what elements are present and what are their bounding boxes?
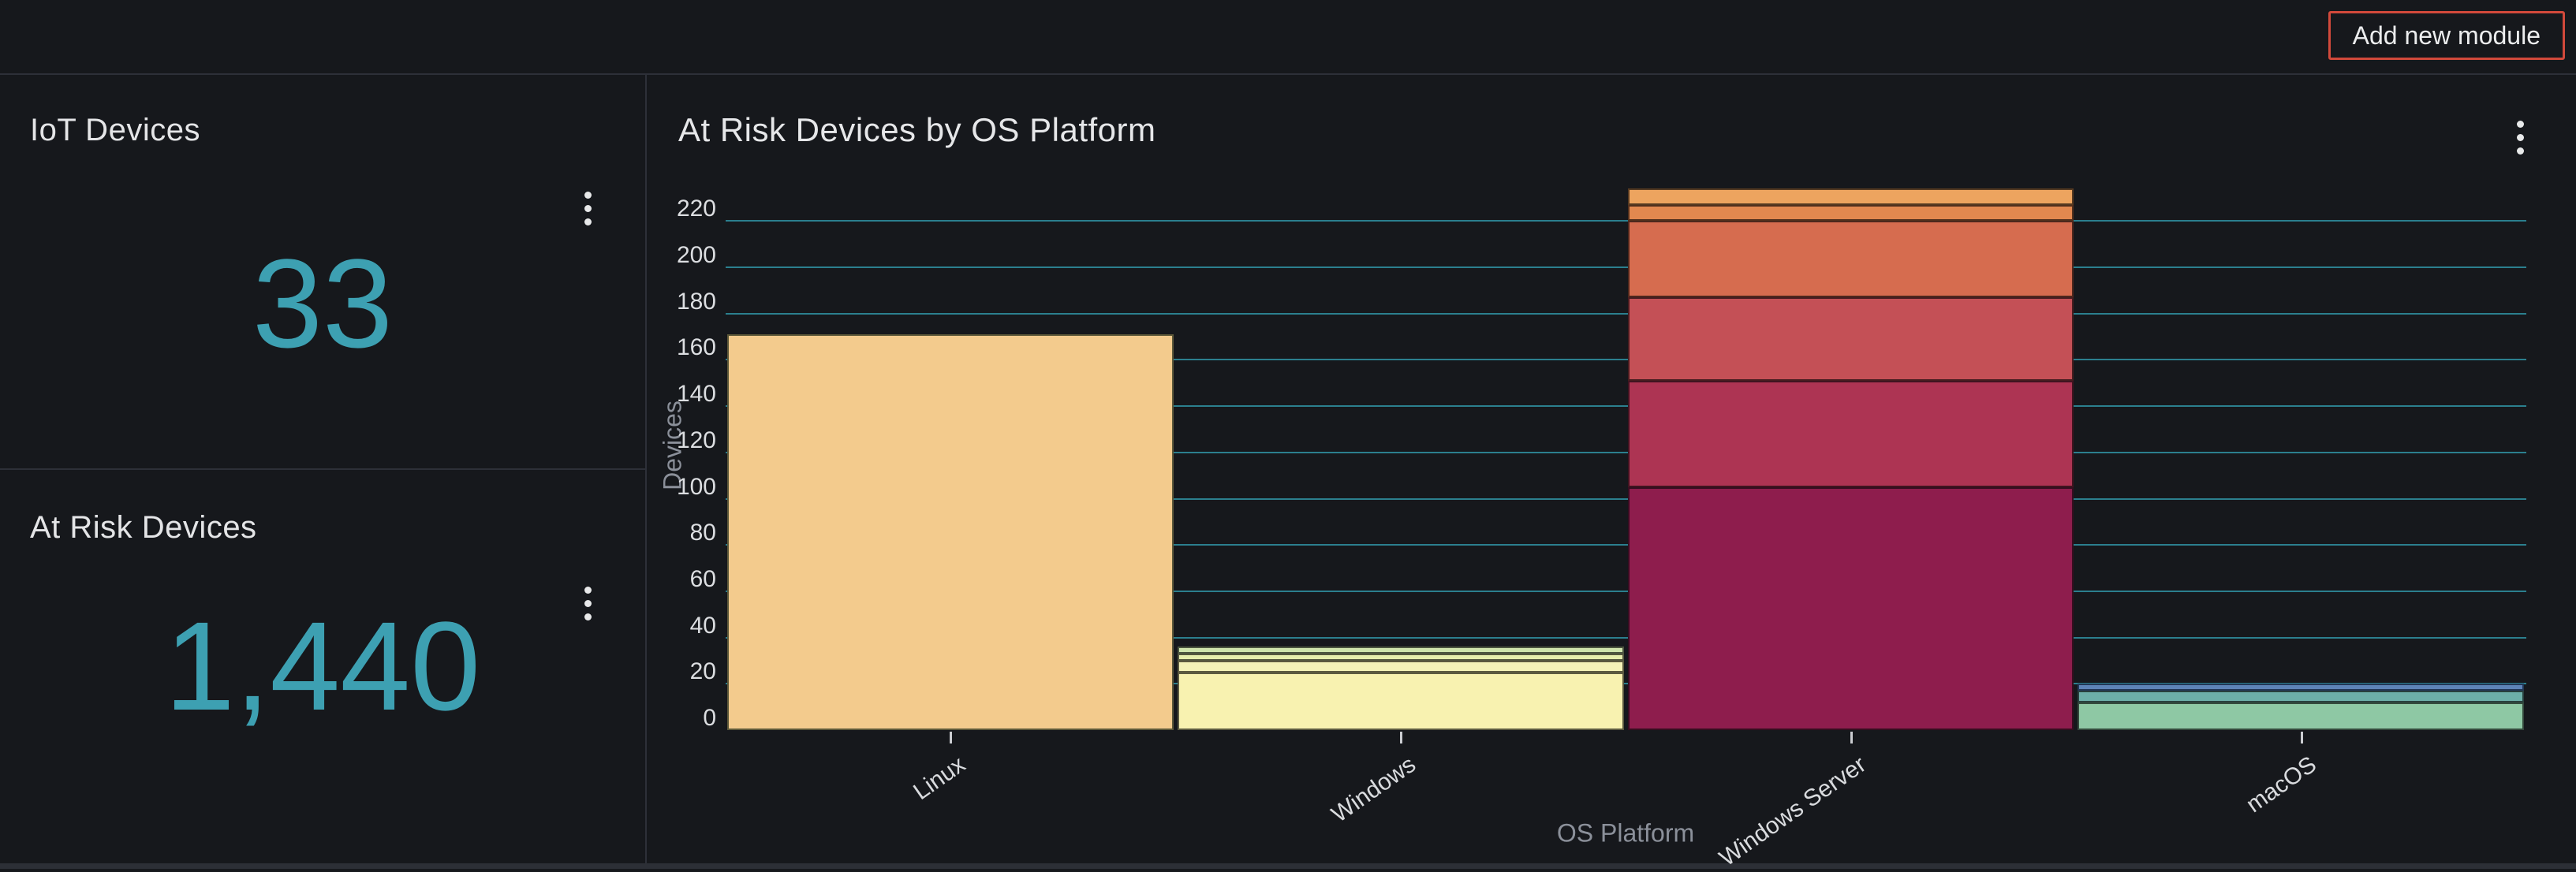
bar-segment[interactable] (1627, 221, 2074, 298)
kebab-menu-icon[interactable] (580, 187, 596, 230)
kebab-dot (2517, 134, 2524, 141)
bar-segment[interactable] (1627, 380, 2074, 487)
x-tick (1850, 732, 1853, 743)
y-tick-label: 40 (689, 612, 716, 639)
iot-devices-card: IoT Devices 33 (0, 75, 645, 470)
y-tick-label: 60 (689, 565, 716, 592)
y-tick-label: 100 (676, 473, 716, 500)
stat-value: 33 (252, 233, 393, 374)
bar-segment[interactable] (1177, 661, 1624, 673)
kebab-dot (584, 218, 592, 225)
grid-line (726, 683, 2526, 685)
bar-segment[interactable] (2078, 684, 2525, 691)
x-tick-label: Linux (909, 751, 971, 806)
grid-line (726, 590, 2526, 592)
add-new-module-button[interactable]: Add new module (2328, 11, 2565, 60)
grid-line (726, 451, 2526, 453)
panel-title: IoT Devices (30, 113, 200, 147)
stat-value: 1,440 (164, 595, 481, 736)
bar-segment[interactable] (2078, 691, 2525, 702)
y-tick-label: 200 (676, 242, 716, 268)
bar-segment[interactable] (1627, 188, 2074, 205)
kebab-menu-icon[interactable] (580, 582, 596, 625)
bar-segment[interactable] (1627, 297, 2074, 381)
y-tick-label: 120 (676, 427, 716, 453)
bar-segment[interactable] (1627, 204, 2074, 222)
at-risk-by-os-chart-panel: At Risk Devices by OS Platform Devices O… (647, 75, 2576, 872)
kebab-dot (584, 587, 592, 594)
grid-line (726, 220, 2526, 222)
grid-line (726, 544, 2526, 546)
grid-line (726, 405, 2526, 408)
x-tick (1400, 732, 1403, 743)
y-tick-label: 220 (676, 196, 716, 222)
grid-line (726, 636, 2526, 639)
bar-segment[interactable] (1627, 486, 2074, 730)
kebab-dot (2517, 147, 2524, 155)
panel-title: At Risk Devices (30, 510, 257, 545)
y-tick-label: 80 (689, 520, 716, 546)
x-tick-label: Windows Server (1714, 751, 1871, 872)
x-tick-label: macOS (2241, 751, 2321, 818)
bar-chart-plot-area: Devices OS Platform 0 20 40 60 80 100 120 140 16… (647, 75, 2576, 872)
y-tick-label: 180 (676, 288, 716, 315)
grid-line (726, 266, 2526, 268)
y-tick-label: 160 (676, 334, 716, 361)
grid-line (726, 359, 2526, 361)
kebab-dot (584, 205, 592, 212)
bar-segment[interactable] (1177, 647, 1624, 654)
kebab-dot (584, 600, 592, 607)
bar-segment[interactable] (1177, 672, 1624, 730)
x-tick (2300, 732, 2303, 743)
kebab-dot (584, 613, 592, 620)
x-tick-label: Windows (1327, 751, 1421, 828)
chart-title: At Risk Devices by OS Platform (678, 111, 1156, 148)
bar-segment[interactable] (2078, 702, 2525, 730)
bar-segment[interactable] (727, 334, 1174, 730)
y-tick-label: 0 (703, 705, 716, 731)
at-risk-devices-card: At Risk Devices 1,440 (0, 470, 645, 869)
grid-line (726, 312, 2526, 315)
y-tick-label: 20 (689, 658, 716, 685)
y-tick-label: 140 (676, 381, 716, 408)
grid-line (726, 497, 2526, 500)
x-axis-title: OS Platform (1556, 818, 1695, 848)
kebab-dot (2517, 121, 2524, 128)
stat-column: IoT Devices 33 At Risk Devices 1,440 (0, 75, 647, 869)
row-divider (0, 863, 2576, 869)
kebab-menu-icon[interactable] (2512, 116, 2529, 159)
kebab-dot (584, 192, 592, 199)
bar-segment[interactable] (1177, 654, 1624, 661)
x-tick (950, 732, 953, 743)
top-bar: Add new module (0, 0, 2576, 75)
